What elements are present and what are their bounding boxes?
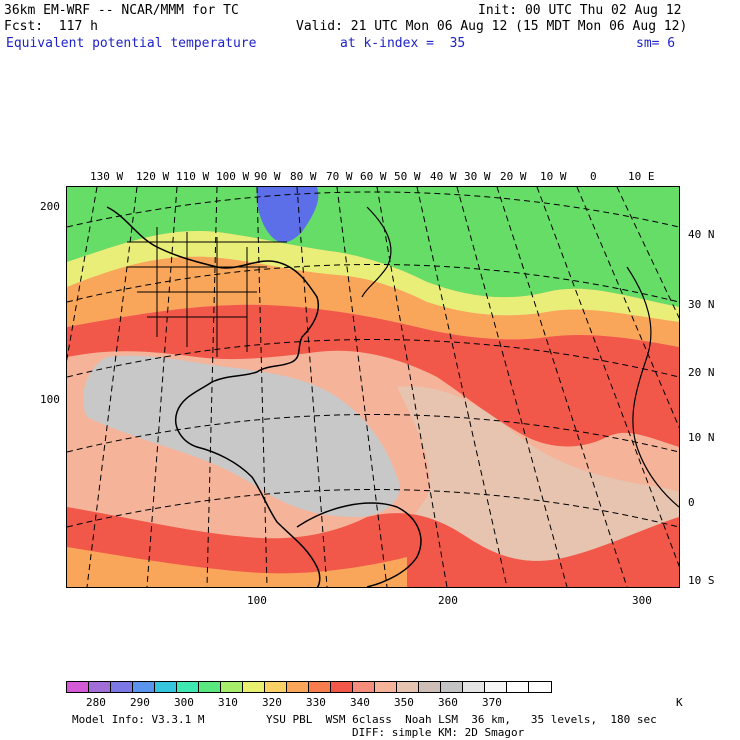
- coastline-africa-europe: [626, 266, 679, 508]
- physics-info: YSU PBL WSM 6class Noah LSM 36 km, 35 le…: [266, 713, 657, 726]
- longitude-label: 30 W: [464, 170, 491, 183]
- longitude-label: 10 E: [628, 170, 655, 183]
- longitude-label: 130 W: [90, 170, 124, 183]
- coastline-labrador: [361, 206, 392, 298]
- orange-band: [67, 256, 679, 347]
- colorbar-swatch: [221, 682, 243, 692]
- longitude-label: 40 W: [430, 170, 457, 183]
- longitude-label: 90 W: [254, 170, 281, 183]
- colorbar-swatch: [419, 682, 441, 692]
- political-borders: [127, 227, 287, 357]
- coastline-south-america: [296, 502, 422, 587]
- colorbar-label: 320: [262, 696, 282, 709]
- level-info: at k-index = 35: [340, 36, 466, 51]
- valid-time: Valid: 21 UTC Mon 06 Aug 12 (15 MDT Mon …: [296, 19, 688, 34]
- map-panel: [66, 186, 680, 588]
- colorbar-swatch: [199, 682, 221, 692]
- colorbar-swatch: [177, 682, 199, 692]
- colorbar-label: K: [676, 696, 683, 709]
- diffusion-info: DIFF: simple KM: 2D Smagor: [352, 726, 525, 739]
- field-name: Equivalent potential temperature: [6, 36, 257, 51]
- colorbar-swatch: [331, 682, 353, 692]
- coastline-americas: [106, 206, 321, 587]
- colorbar-swatch: [441, 682, 463, 692]
- colorbar-swatch: [133, 682, 155, 692]
- colorbar-label: 350: [394, 696, 414, 709]
- bottom-axis-label-200: 200: [438, 594, 458, 607]
- forecast-hour: Fcst: 117 h: [4, 19, 98, 34]
- model-info: Model Info: V3.3.1 M: [72, 713, 205, 726]
- colorbar-swatch: [375, 682, 397, 692]
- longitude-label: 110 W: [176, 170, 210, 183]
- colorbar-swatch: [485, 682, 507, 692]
- colorbar-swatch: [287, 682, 309, 692]
- colorbar: [66, 681, 552, 693]
- bottom-axis-label-100: 100: [247, 594, 267, 607]
- colorbar-swatch: [67, 682, 89, 692]
- southern-orange-band: [67, 547, 407, 587]
- lat-lon-grid: [67, 187, 679, 587]
- longitude-label: 20 W: [500, 170, 527, 183]
- bottom-axis-label-300: 300: [632, 594, 652, 607]
- colorbar-label: 310: [218, 696, 238, 709]
- colorbar-swatch: [309, 682, 331, 692]
- colorbar-swatch: [507, 682, 529, 692]
- left-axis-label-200: 200: [40, 200, 60, 213]
- colorbar-swatch: [111, 682, 133, 692]
- latitude-label: 10 N: [688, 431, 715, 444]
- gray-tropical-region: [83, 355, 400, 517]
- left-axis-label-100: 100: [40, 393, 60, 406]
- smoothing-info: sm= 6: [636, 36, 676, 51]
- colorbar-label: 280: [86, 696, 106, 709]
- longitude-label: 60 W: [360, 170, 387, 183]
- latitude-label: 20 N: [688, 366, 715, 379]
- colorbar-label: 360: [438, 696, 458, 709]
- latitude-label: 0: [688, 496, 695, 509]
- longitude-label: 120 W: [136, 170, 170, 183]
- model-title: 36km EM-WRF -- NCAR/MMM for TC: [4, 3, 239, 18]
- theta-e-map: [67, 187, 679, 587]
- colorbar-swatch: [463, 682, 485, 692]
- longitude-label: 50 W: [394, 170, 421, 183]
- longitude-label: 100 W: [216, 170, 250, 183]
- yellow-band: [67, 231, 679, 322]
- colorbar-swatch: [353, 682, 375, 692]
- colorbar-label: 290: [130, 696, 150, 709]
- colorbar-label: 330: [306, 696, 326, 709]
- longitude-label: 10 W: [540, 170, 567, 183]
- latitude-label: 40 N: [688, 228, 715, 241]
- latitude-label: 10 S: [688, 574, 715, 587]
- colorbar-swatch: [89, 682, 111, 692]
- longitude-label: 70 W: [326, 170, 353, 183]
- colorbar-swatch: [397, 682, 419, 692]
- colorbar-swatch: [265, 682, 287, 692]
- colorbar-swatch: [529, 682, 551, 692]
- red-region: [67, 304, 679, 447]
- colorbar-label: 370: [482, 696, 502, 709]
- colorbar-swatch: [243, 682, 265, 692]
- colorbar-label: 340: [350, 696, 370, 709]
- colorbar-swatch: [155, 682, 177, 692]
- colorbar-label: 300: [174, 696, 194, 709]
- cold-blue-patch: [256, 187, 319, 243]
- longitude-label: 0: [590, 170, 597, 183]
- latitude-label: 30 N: [688, 298, 715, 311]
- longitude-label: 80 W: [290, 170, 317, 183]
- southern-red-band: [67, 507, 679, 587]
- init-time: Init: 00 UTC Thu 02 Aug 12: [478, 3, 682, 18]
